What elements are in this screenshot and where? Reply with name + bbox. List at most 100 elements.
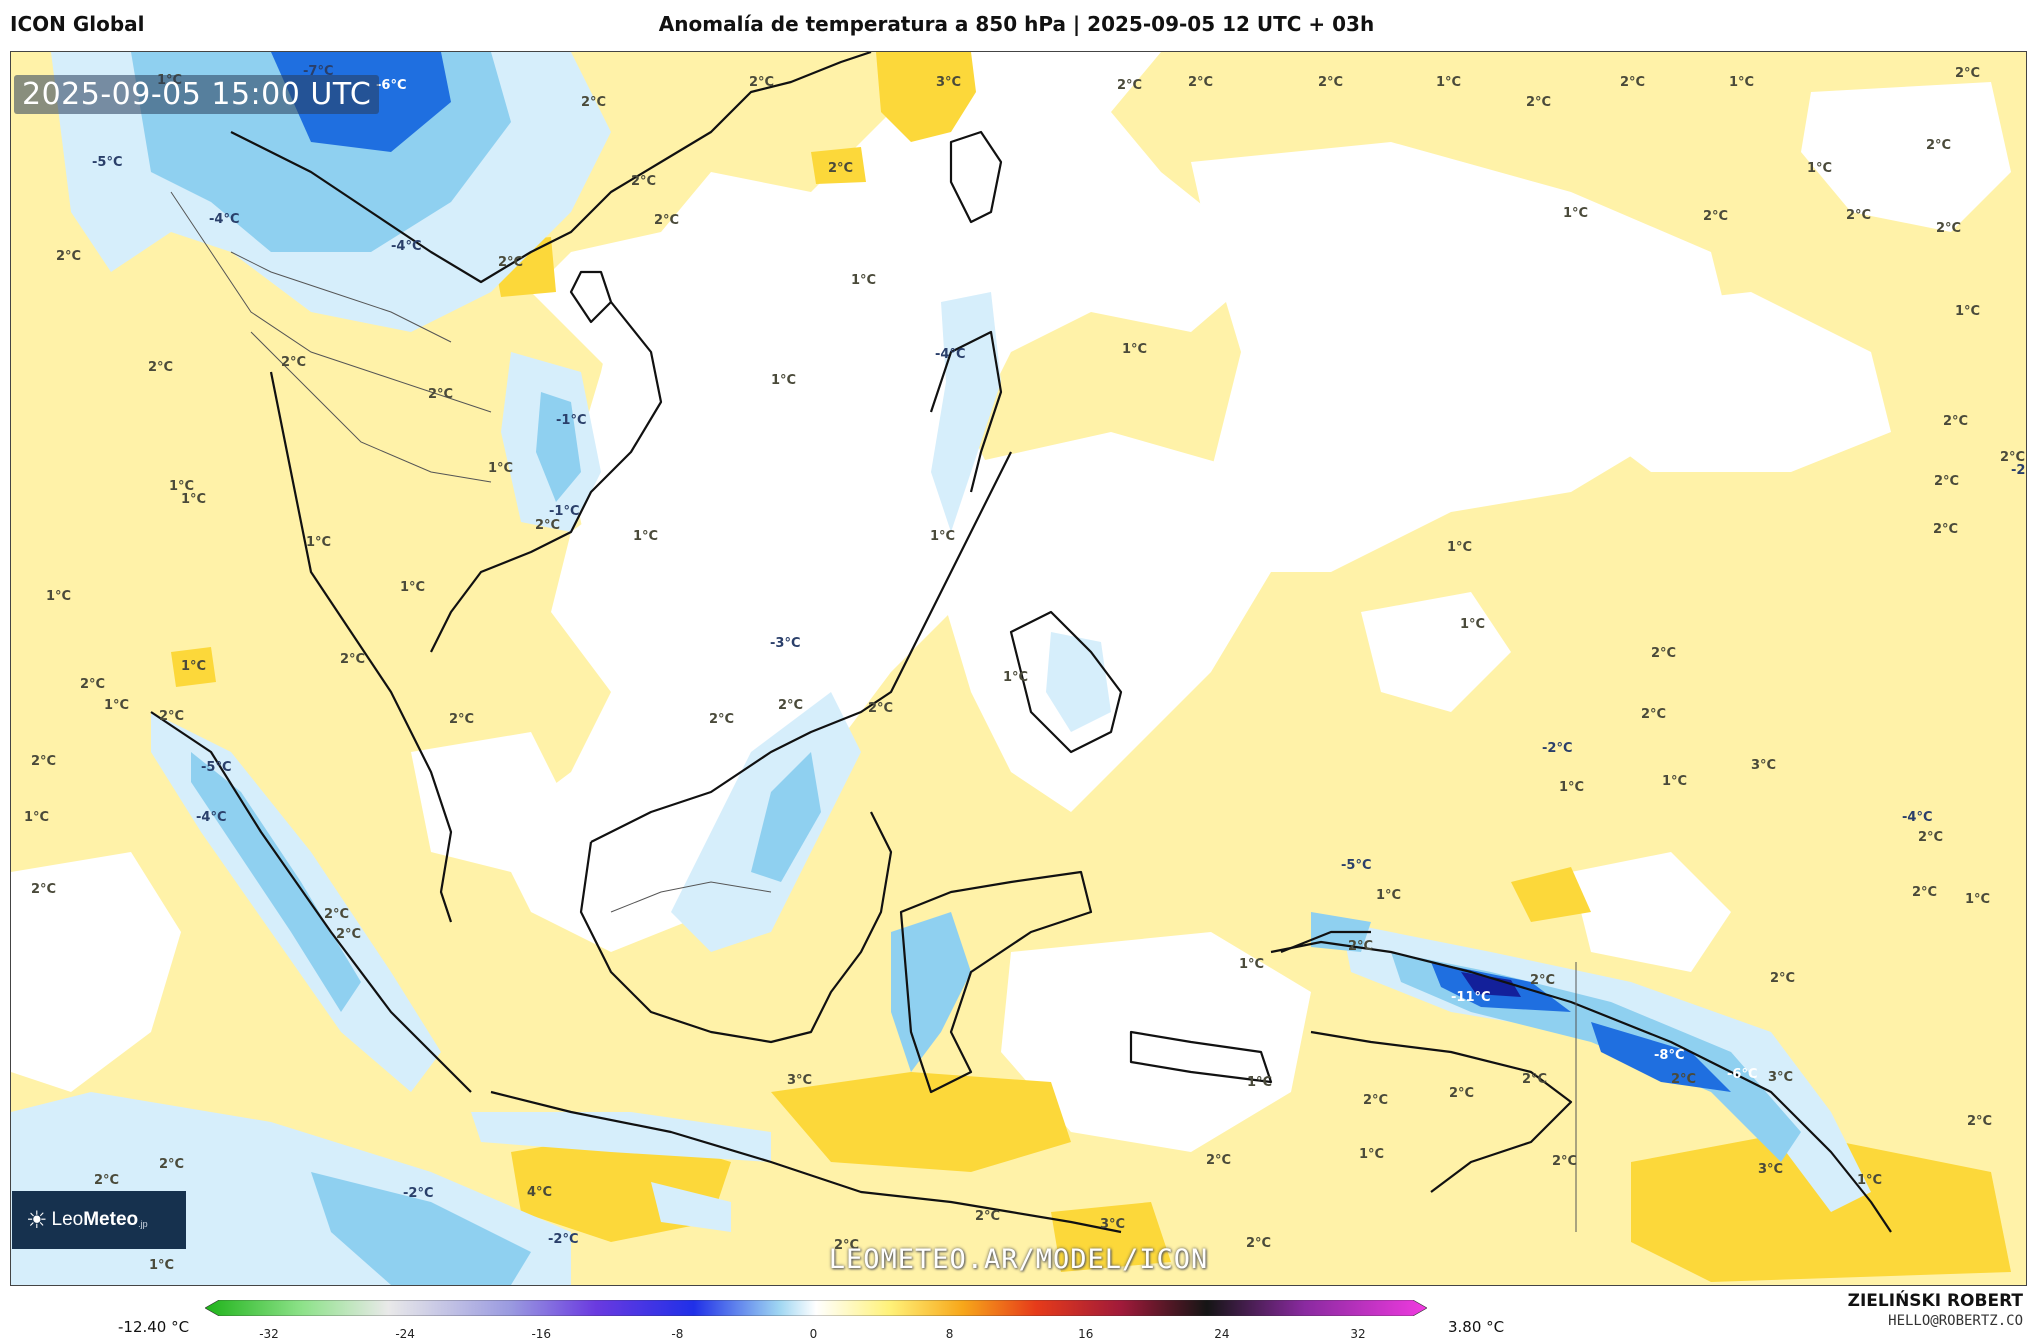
temperature-label: 2°C (1206, 1153, 1232, 1168)
temperature-label: 2°C (1246, 1236, 1272, 1251)
leometeo-logo[interactable]: ☀ LeoMeteo .jp (12, 1191, 186, 1249)
temperature-label: -3°C (770, 636, 801, 651)
temperature-label: 2°C (159, 1157, 185, 1172)
temperature-label: 1°C (930, 529, 956, 544)
temperature-label: -11°C (1451, 990, 1491, 1005)
temperature-label: 1°C (1460, 617, 1486, 632)
sun-icon: ☀ (26, 1206, 48, 1234)
temperature-label: 1°C (181, 492, 207, 507)
temperature-label: 1°C (633, 529, 659, 544)
temperature-label: 3°C (1768, 1070, 1794, 1085)
temperature-label: -6°C (376, 78, 407, 93)
temperature-label: 2°C (80, 677, 106, 692)
temperature-label: 1°C (149, 1258, 175, 1273)
temperature-label: 1°C (1662, 774, 1688, 789)
cold-and-neutral-areas (11, 82, 2011, 1152)
temperature-label: 2°C (749, 75, 775, 90)
temperature-label: 2°C (778, 698, 804, 713)
temperature-label: 2°C (1188, 75, 1214, 90)
temperature-label: 2°C (340, 652, 366, 667)
temperature-label: 2°C (1526, 95, 1552, 110)
temperature-label: 2°C (975, 1209, 1001, 1224)
temperature-label: 1°C (24, 810, 50, 825)
borders (170, 191, 1577, 1232)
temperature-label: 2°C (281, 355, 307, 370)
map-title: Anomalía de temperatura a 850 hPa | 2025… (658, 12, 1375, 36)
temperature-label: -2°C (2011, 463, 2026, 478)
temperature-label: 2°C (834, 1238, 860, 1253)
temperature-label: -8°C (1654, 1048, 1685, 1063)
temperature-label: 3°C (787, 1073, 813, 1088)
logo-tld: .jp (138, 1219, 148, 1229)
temperature-label: 2°C (1530, 973, 1556, 988)
temperature-label: 1°C (104, 698, 130, 713)
temperature-label: -6°C (1727, 1067, 1758, 1082)
temperature-label: 2°C (1348, 939, 1374, 954)
colorbar-tick: -32 (259, 1327, 279, 1341)
temperature-label: 2°C (1318, 75, 1344, 90)
author-email[interactable]: HELLO@ROBERTZ.CO (1888, 1313, 2023, 1329)
coastlines (150, 52, 1892, 1234)
colorbar (205, 1300, 1427, 1316)
temperature-label: 1°C (1729, 75, 1755, 90)
temperature-label: 2°C (535, 518, 561, 533)
colorbar-tick: 24 (1214, 1327, 1230, 1341)
temperature-label: -4°C (1902, 810, 1933, 825)
colorbar-min-label: -12.40 °C (118, 1318, 190, 1336)
temperature-label: 1°C (181, 659, 207, 674)
temperature-label: -5°C (1341, 858, 1372, 873)
temperature-label: 1°C (46, 589, 72, 604)
temperature-label: 2°C (148, 360, 174, 375)
temperature-label: -5°C (92, 155, 123, 170)
temperature-label: 1°C (771, 373, 797, 388)
temperature-label: 2°C (449, 712, 475, 727)
temperature-label: 2°C (56, 249, 82, 264)
temperature-label: 2°C (1552, 1154, 1578, 1169)
colorbar-ticks: -32 -24 -16 -8 0 8 16 24 32 (0, 1327, 2033, 1341)
temperature-label: 2°C (828, 161, 854, 176)
temperature-label: 2°C (428, 387, 454, 402)
author-name: ZIELIŃSKI ROBERT (1847, 1291, 2023, 1311)
temperature-label: 2°C (581, 95, 607, 110)
temperature-label: 2°C (1770, 971, 1796, 986)
temperature-label: 2°C (1449, 1086, 1475, 1101)
temperature-label: -4°C (209, 212, 240, 227)
temperature-label: -5°C (201, 760, 232, 775)
temperature-label: 1°C (1247, 1075, 1273, 1090)
colorbar-max-label: 3.80 °C (1448, 1318, 1505, 1336)
temperature-label: 2°C (631, 174, 657, 189)
temperature-label: 2°C (31, 882, 57, 897)
temperature-label: 1°C (1376, 888, 1402, 903)
temperature-label: 1°C (1003, 670, 1029, 685)
temperature-label: 2°C (1943, 414, 1969, 429)
temperature-label: 2°C (336, 927, 362, 942)
colorbar-tick: 16 (1078, 1327, 1094, 1341)
temperature-label: 2°C (1522, 1072, 1548, 1087)
temperature-label: 1°C (169, 479, 195, 494)
temperature-label: 2°C (1912, 885, 1938, 900)
temperature-label: 2°C (498, 255, 524, 270)
temperature-label: 1°C (1857, 1173, 1883, 1188)
temperature-label: 2°C (2000, 450, 2026, 465)
temperature-label: 1°C (1955, 304, 1981, 319)
temperature-label: 3°C (1751, 758, 1777, 773)
temperature-label: 1°C (1359, 1147, 1385, 1162)
temperature-label: 1°C (1965, 892, 1991, 907)
temperature-label: 1°C (1559, 780, 1585, 795)
temperature-label: 2°C (1363, 1093, 1389, 1108)
map-panel[interactable]: -7°C-6°C1°C2°C2°C3°C2°C2°C2°C1°C2°C2°C1°… (10, 51, 2027, 1286)
temperature-label: 1°C (1563, 206, 1589, 221)
watermark: LEOMETEO.AR/MODEL/ICON (828, 1244, 1209, 1275)
temperature-label: 2°C (1967, 1114, 1993, 1129)
temperature-label: 2°C (1918, 830, 1944, 845)
temperature-label: 1°C (306, 535, 332, 550)
temperature-label: 2°C (1641, 707, 1667, 722)
anomaly-map[interactable] (11, 52, 2026, 1285)
temperature-label: 2°C (1703, 209, 1729, 224)
colorbar-tick: -16 (531, 1327, 552, 1341)
temperature-label: 2°C (1620, 75, 1646, 90)
temperature-label: 2°C (1933, 522, 1959, 537)
temperature-label: -1°C (556, 413, 587, 428)
temperature-label: 2°C (324, 907, 350, 922)
temperature-label: 1°C (400, 580, 426, 595)
